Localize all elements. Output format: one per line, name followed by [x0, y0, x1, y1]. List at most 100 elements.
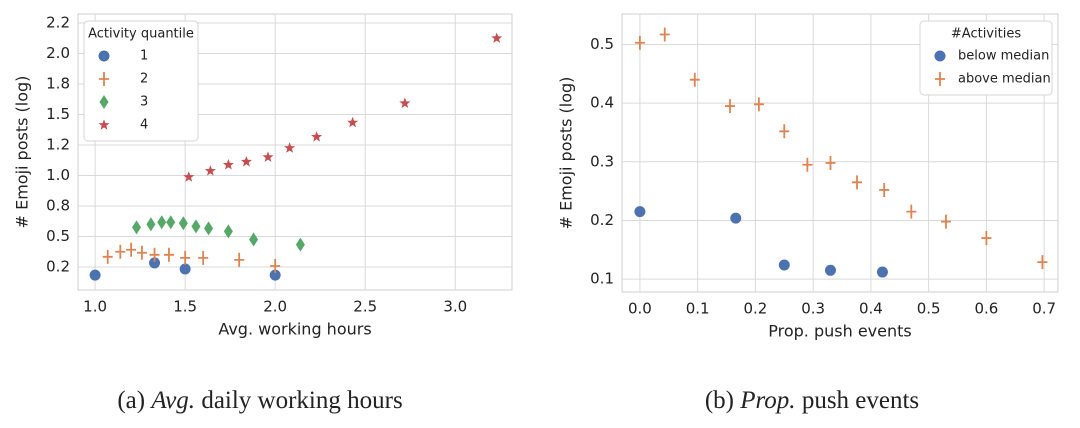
- point: [180, 250, 191, 265]
- point: [166, 215, 176, 230]
- legend-label: 2: [140, 72, 148, 87]
- point: [779, 124, 790, 139]
- legend-box: [83, 20, 199, 142]
- point: [102, 249, 113, 264]
- point: [89, 269, 101, 281]
- point: [132, 220, 142, 235]
- legend-marker: [934, 50, 946, 62]
- legend-marker: [98, 119, 110, 130]
- point: [115, 244, 126, 259]
- x-tick-label: 3.0: [443, 298, 467, 316]
- y-tick-label: 2.0: [46, 44, 70, 62]
- point: [183, 171, 195, 182]
- legend-title: Activity quantile: [88, 27, 194, 42]
- x-tick-label: 1.5: [173, 298, 197, 316]
- point: [295, 237, 305, 252]
- x-tick-label: 0.0: [628, 300, 652, 318]
- point: [824, 264, 836, 276]
- caption-emphasis: Avg.: [149, 387, 195, 414]
- legend-marker: [935, 72, 945, 86]
- legend-label: above median: [958, 72, 1051, 87]
- y-tick-label: 2.2: [46, 14, 70, 32]
- point: [659, 27, 670, 42]
- y-tick-label: 0.2: [46, 258, 70, 276]
- x-tick-label: 0.7: [1032, 300, 1056, 318]
- y-tick-label: 0.5: [590, 35, 614, 53]
- x-tick-label: 1.0: [83, 298, 107, 316]
- y-axis-label: # Emoji posts (log): [557, 77, 576, 230]
- point: [491, 32, 503, 43]
- point: [876, 266, 888, 278]
- point: [399, 97, 411, 108]
- x-tick-label: 0.4: [859, 300, 883, 318]
- y-tick-label: 0.4: [590, 94, 614, 112]
- point: [347, 116, 359, 128]
- x-tick-label: 2.0: [263, 298, 287, 316]
- point: [204, 165, 216, 176]
- point: [269, 269, 281, 281]
- point: [149, 247, 160, 262]
- point: [157, 215, 167, 230]
- y-tick-label: 0.3: [590, 152, 614, 170]
- legend-marker: [98, 50, 110, 62]
- x-tick-label: 0.3: [801, 300, 825, 318]
- caption-emphasis: Prop.: [739, 387, 795, 414]
- point: [284, 142, 296, 153]
- point: [311, 131, 323, 142]
- point: [163, 247, 174, 262]
- y-tick-label: 0.2: [590, 211, 614, 229]
- point: [753, 97, 764, 112]
- x-axis-label: Avg. working hours: [218, 320, 371, 339]
- point: [262, 151, 274, 162]
- x-tick-label: 0.2: [743, 300, 767, 318]
- point: [906, 204, 917, 219]
- legend-box: [919, 20, 1053, 96]
- legend-label: below median: [958, 49, 1049, 64]
- point: [724, 99, 735, 114]
- point: [223, 224, 233, 239]
- point: [634, 35, 645, 50]
- y-tick-label: 1.2: [46, 136, 70, 154]
- point: [879, 182, 890, 197]
- point: [852, 175, 863, 190]
- y-tick-label: 0.8: [46, 197, 70, 215]
- point: [802, 157, 813, 172]
- point: [191, 219, 201, 234]
- legend-marker: [99, 95, 109, 109]
- point: [730, 212, 742, 224]
- point: [825, 155, 836, 170]
- caption: (b) Prop. push events: [705, 387, 919, 414]
- legend-label: 4: [140, 118, 148, 133]
- x-tick-label: 0.1: [686, 300, 710, 318]
- point: [222, 159, 234, 170]
- caption-text: push events: [802, 387, 919, 414]
- point: [689, 72, 700, 87]
- legend-title: #Activities: [951, 27, 1021, 42]
- y-tick-label: 1.8: [46, 75, 70, 93]
- point: [136, 245, 147, 260]
- x-tick-label: 2.5: [353, 298, 377, 316]
- point: [270, 258, 281, 273]
- point: [1037, 255, 1048, 270]
- y-axis-label: # Emoji posts (log): [13, 76, 32, 229]
- point: [126, 242, 137, 257]
- point: [981, 231, 992, 246]
- point: [204, 221, 214, 236]
- x-tick-label: 0.6: [974, 300, 998, 318]
- legend-label: 3: [140, 95, 148, 110]
- x-tick-label: 0.5: [917, 300, 941, 318]
- point: [249, 232, 259, 247]
- point: [240, 156, 252, 167]
- point: [146, 217, 156, 232]
- point: [634, 206, 646, 218]
- y-tick-label: 0.5: [46, 227, 70, 245]
- y-tick-label: 0.1: [590, 270, 614, 288]
- point: [198, 250, 209, 265]
- legend-label: 1: [140, 49, 148, 64]
- point: [778, 259, 790, 271]
- point: [234, 252, 245, 267]
- caption-label: (b): [705, 387, 734, 414]
- caption-text: daily working hours: [201, 387, 402, 414]
- caption: (a) Avg. daily working hours: [117, 387, 402, 414]
